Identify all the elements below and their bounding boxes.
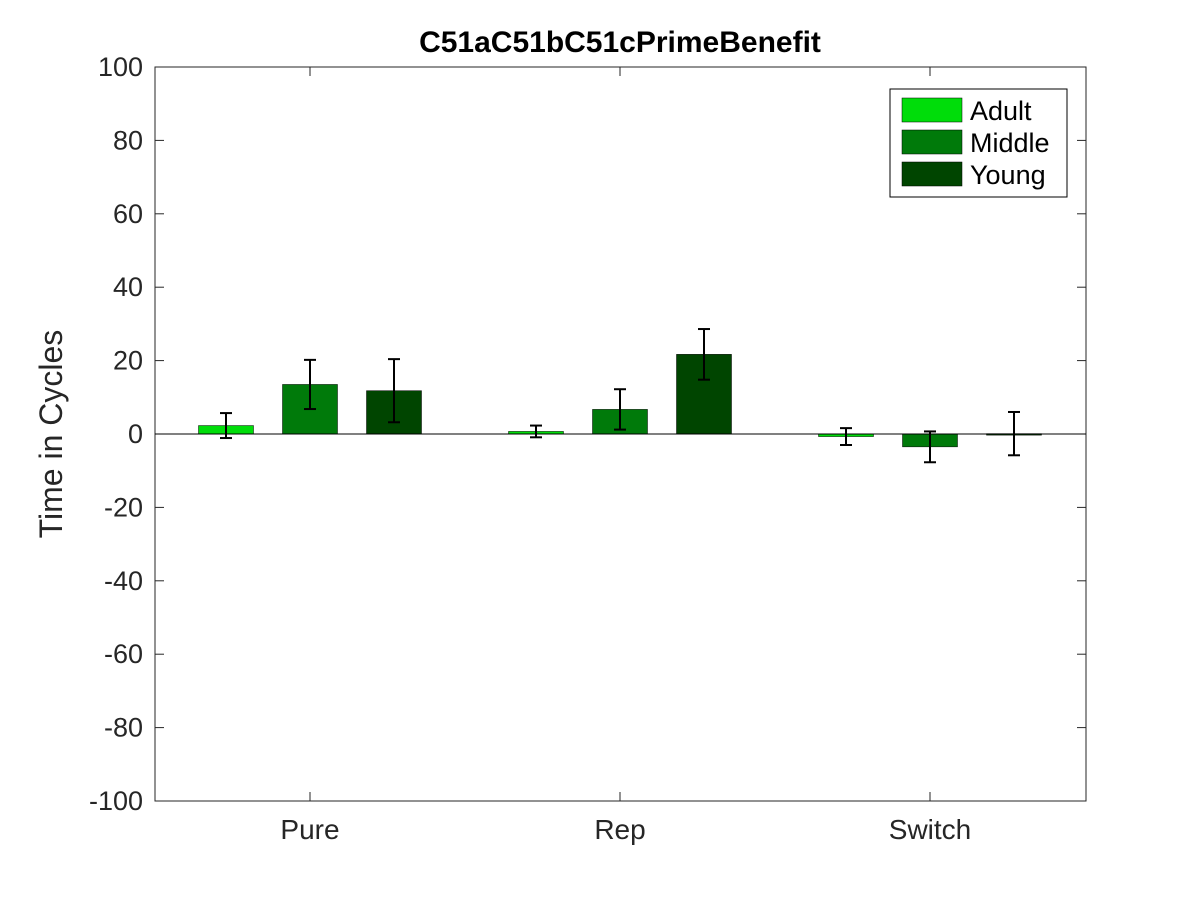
- chart-title: C51aC51bC51cPrimeBenefit: [419, 26, 821, 59]
- legend-label-young: Young: [970, 160, 1046, 190]
- legend-swatch-middle: [901, 129, 963, 155]
- y-tick-label: 100: [98, 52, 143, 82]
- y-tick-label: 20: [113, 346, 143, 376]
- y-tick-label: -80: [104, 713, 143, 743]
- x-tick-label: Pure: [280, 814, 339, 845]
- y-tick-label: 60: [113, 199, 143, 229]
- legend-swatch-adult: [901, 97, 963, 123]
- y-tick-label: -100: [89, 786, 143, 816]
- y-tick-label: 0: [128, 419, 143, 449]
- legend-label-middle: Middle: [970, 128, 1050, 158]
- y-tick-label: -20: [104, 492, 143, 522]
- x-tick-label: Switch: [889, 814, 971, 845]
- y-tick-label: 80: [113, 125, 143, 155]
- legend-swatch-young: [901, 161, 963, 187]
- y-tick-label: -60: [104, 639, 143, 669]
- y-axis-label: Time in Cycles: [33, 330, 69, 539]
- plot-area: 100 80 60 40 20 0 -20 -40 -60 -80 -100 Pure Rep Switc…: [89, 52, 1087, 845]
- legend-label-adult: Adult: [970, 96, 1032, 126]
- y-tick-label: -40: [104, 566, 143, 596]
- x-tick-label: Rep: [594, 814, 645, 845]
- y-tick-label: 40: [113, 272, 143, 302]
